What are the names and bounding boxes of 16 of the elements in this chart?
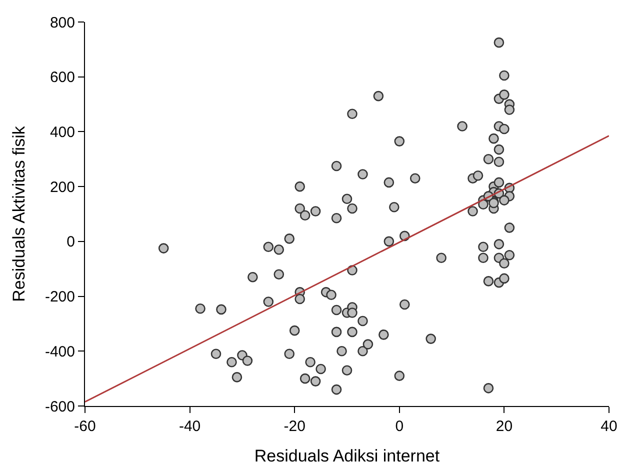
- y-tick-label: 0: [66, 234, 75, 251]
- y-tick-label: 600: [50, 69, 75, 86]
- y-axis-title: Residuals Aktivitas fisik: [10, 126, 29, 302]
- x-tick-label: 20: [496, 418, 513, 435]
- y-tick-label: 800: [50, 14, 75, 32]
- x-tick-label: -20: [284, 418, 306, 435]
- y-tick-label: 200: [50, 178, 75, 196]
- y-tick-label: -400: [44, 343, 75, 360]
- y-tick-label: -600: [44, 398, 75, 416]
- y-tick-label: 400: [50, 124, 75, 141]
- x-tick-label: 0: [395, 418, 404, 435]
- y-tick-label: -200: [44, 288, 75, 306]
- x-axis-title: Residuals Adiksi internet: [254, 446, 440, 466]
- x-tick-label: 40: [600, 418, 618, 435]
- x-tick-label: -40: [178, 418, 201, 435]
- x-tick-label: -60: [74, 418, 96, 435]
